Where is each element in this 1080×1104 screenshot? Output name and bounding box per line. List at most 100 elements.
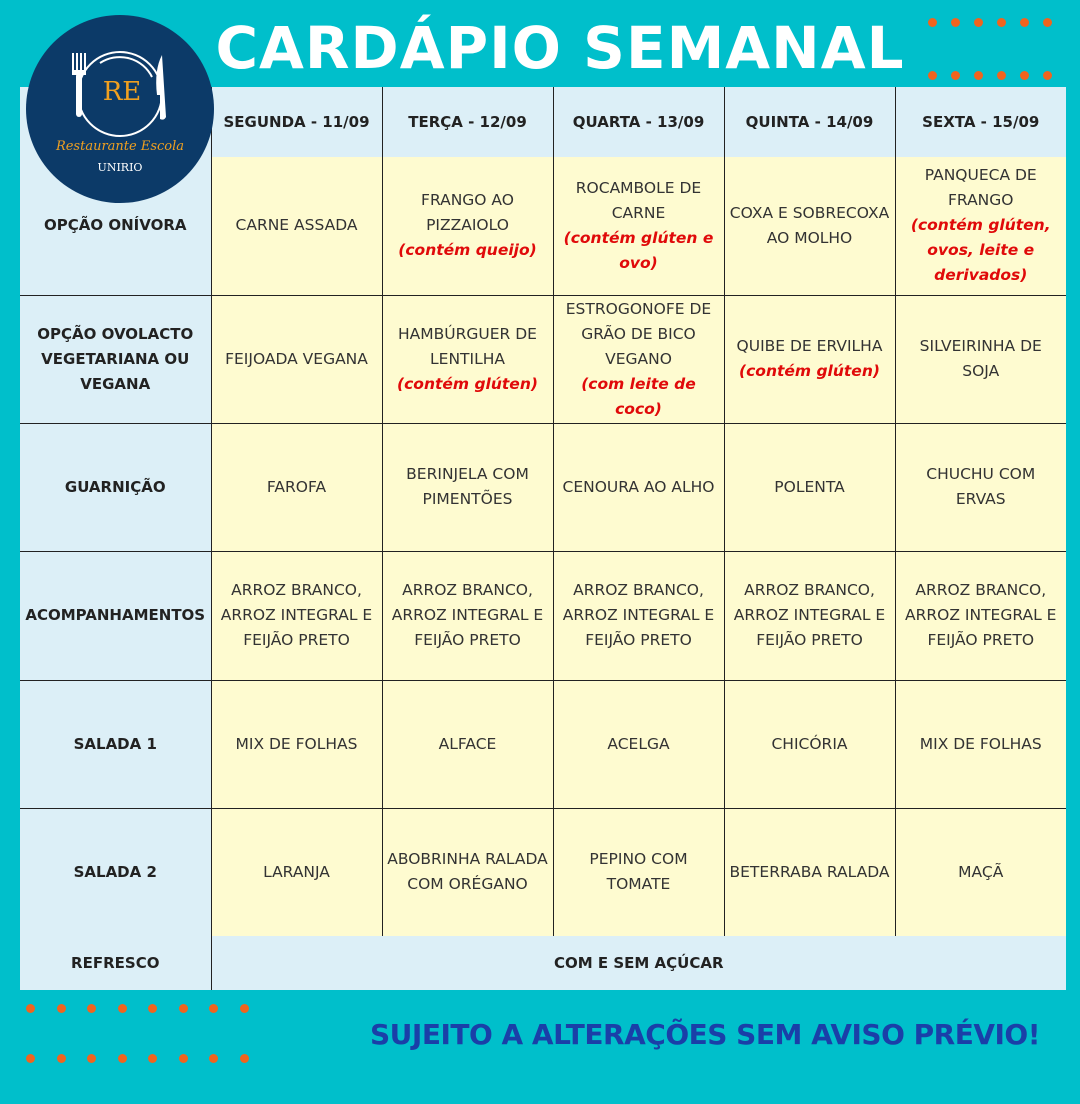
menu-cell: CARNE ASSADA bbox=[210, 157, 383, 296]
menu-cell: FRANGO AO PIZZAIOLO (contém queijo) bbox=[381, 157, 554, 296]
allergen-note: (contém glúten) bbox=[397, 374, 538, 393]
decorative-dot bbox=[928, 71, 937, 80]
menu-cell: BETERRABA RALADA bbox=[723, 807, 896, 936]
allergen-note: (contém glúten e ovo) bbox=[563, 228, 714, 272]
day-header: TERÇA - 12/09 bbox=[381, 87, 554, 157]
decorative-dot bbox=[997, 18, 1006, 27]
dish-name: COXA E SOBRECOXA AO MOLHO bbox=[729, 203, 890, 247]
menu-row: GUARNIÇÃO FAROFA BERINJELA COM PIMENTÕES CE… bbox=[20, 422, 1066, 552]
dish-name: LARANJA bbox=[263, 862, 330, 881]
row-label: SALADA 2 bbox=[20, 807, 212, 936]
disclaimer: SUJEITO A ALTERAÇÕES SEM AVISO PRÉVIO! bbox=[370, 1018, 1041, 1051]
dish-name: QUIBE DE ERVILHA bbox=[736, 337, 883, 355]
decorative-dot bbox=[178, 1004, 188, 1013]
allergen-note: (com leite de coco) bbox=[581, 374, 696, 418]
row-label: REFRESCO bbox=[20, 936, 212, 990]
dish-name: SILVEIRINHA DE SOJA bbox=[919, 337, 1042, 380]
menu-cell: SILVEIRINHA DE SOJA bbox=[894, 294, 1066, 424]
menu-cell: ARROZ BRANCO, ARROZ INTEGRAL E FEIJÃO PR… bbox=[210, 550, 383, 681]
decorative-dot bbox=[209, 1004, 218, 1013]
menu-row: SALADA 2 LARANJA ABOBRINHA RALADA COM ORÉG… bbox=[20, 807, 1066, 936]
decorative-dot bbox=[178, 1054, 188, 1063]
menu-cell: COXA E SOBRECOXA AO MOLHO bbox=[723, 157, 896, 296]
menu-cell: CHICÓRIA bbox=[723, 679, 896, 809]
dish-name: ARROZ BRANCO, ARROZ INTEGRAL E FEIJÃO PR… bbox=[562, 581, 715, 649]
dish-name: ALFACE bbox=[438, 734, 497, 753]
menu-table: SEGUNDA - 11/09 TERÇA - 12/09 QUARTA - 1… bbox=[20, 87, 1066, 990]
allergen-note: (contém glúten) bbox=[739, 362, 880, 380]
decorative-dot bbox=[239, 1054, 249, 1063]
dish-name: MIX DE FOLHAS bbox=[919, 734, 1042, 753]
day-header: SEXTA - 15/09 bbox=[894, 87, 1066, 157]
decorative-dot bbox=[239, 1004, 249, 1013]
decorative-dot bbox=[148, 1004, 157, 1013]
menu-cell: BERINJELA COM PIMENTÕES bbox=[381, 422, 554, 552]
decorative-dots-top bbox=[928, 18, 1066, 124]
decorative-dot bbox=[209, 1054, 218, 1063]
menu-cell: PANQUECA DE FRANGO (contém glúten, ovos, … bbox=[894, 157, 1066, 296]
dish-name: ROCAMBOLE DE CARNE bbox=[575, 178, 702, 222]
decorative-dot bbox=[1043, 71, 1052, 80]
decorative-dot bbox=[26, 1004, 35, 1013]
row-label: OPÇÃO OVOLACTO VEGETARIANA OU VEGANA bbox=[20, 294, 212, 424]
decorative-dot bbox=[951, 18, 960, 27]
menu-row: OPÇÃO OVOLACTO VEGETARIANA OU VEGANA FEIJ… bbox=[20, 294, 1066, 424]
dish-name: ACELGA bbox=[607, 734, 670, 753]
menu-row: ACOMPANHAMENTOS ARROZ BRANCO, ARROZ INTEG… bbox=[20, 550, 1066, 681]
dish-name: MIX DE FOLHAS bbox=[235, 734, 358, 753]
dish-name: ARROZ BRANCO, ARROZ INTEGRAL E FEIJÃO PR… bbox=[905, 581, 1057, 649]
allergen-note: (contém queijo) bbox=[398, 241, 537, 260]
decorative-dot bbox=[1043, 18, 1052, 27]
day-header: QUARTA - 13/09 bbox=[552, 87, 725, 157]
dish-name: ARROZ BRANCO, ARROZ INTEGRAL E FEIJÃO PR… bbox=[220, 581, 373, 649]
menu-cell: ARROZ BRANCO, ARROZ INTEGRAL E FEIJÃO PR… bbox=[381, 550, 554, 681]
menu-row: SALADA 1 MIX DE FOLHAS ALFACE ACELGA CHICÓRI… bbox=[20, 679, 1066, 809]
row-label: GUARNIÇÃO bbox=[20, 422, 212, 552]
menu-cell: LARANJA bbox=[210, 807, 383, 936]
dish-name: PEPINO COM TOMATE bbox=[589, 850, 688, 894]
menu-cell: ARROZ BRANCO, ARROZ INTEGRAL E FEIJÃO PR… bbox=[894, 550, 1066, 681]
decorative-dot bbox=[117, 1004, 127, 1013]
logo-initials: RE bbox=[102, 77, 142, 107]
decorative-dot bbox=[56, 1054, 66, 1063]
dish-name: CARNE ASSADA bbox=[235, 216, 358, 235]
decorative-dot bbox=[928, 18, 937, 27]
decorative-dot bbox=[87, 1054, 96, 1063]
decorative-dot bbox=[26, 1054, 35, 1063]
dish-name: PANQUECA DE FRANGO bbox=[924, 166, 1037, 210]
menu-cell: ACELGA bbox=[552, 679, 725, 809]
dish-name: FRANGO AO PIZZAIOLO bbox=[421, 191, 514, 235]
decorative-dot bbox=[997, 71, 1006, 80]
menu-cell: ARROZ BRANCO, ARROZ INTEGRAL E FEIJÃO PR… bbox=[723, 550, 896, 681]
menu-cell: HAMBÚRGUER DE LENTILHA (contém glúten) bbox=[381, 294, 554, 424]
decorative-dot bbox=[974, 71, 983, 80]
allergen-note: (contém glúten, ovos, leite e derivados) bbox=[910, 216, 1051, 285]
decorative-dot bbox=[117, 1054, 127, 1063]
dish-name: BERINJELA COM PIMENTÕES bbox=[406, 465, 529, 508]
decorative-dot bbox=[148, 1054, 157, 1063]
menu-cell: ROCAMBOLE DE CARNE (contém glúten e ovo) bbox=[552, 157, 725, 296]
logo-institution: UNIRIO bbox=[97, 161, 143, 174]
menu-cell: PEPINO COM TOMATE bbox=[552, 807, 725, 936]
menu-row: OPÇÃO ONÍVORA CARNE ASSADA FRANGO AO PIZZA… bbox=[20, 157, 1066, 296]
decorative-dot bbox=[974, 18, 983, 27]
dish-name: POLENTA bbox=[774, 477, 845, 496]
menu-cell: MIX DE FOLHAS bbox=[210, 679, 383, 809]
menu-cell: CHUCHU COM ERVAS bbox=[894, 422, 1066, 552]
decorative-dot bbox=[951, 71, 960, 80]
menu-cell: ARROZ BRANCO, ARROZ INTEGRAL E FEIJÃO PR… bbox=[552, 550, 725, 681]
dish-name: FEIJOADA VEGANA bbox=[225, 349, 368, 368]
day-header: QUINTA - 14/09 bbox=[723, 87, 896, 157]
menu-cell: MAÇÃ bbox=[894, 807, 1066, 936]
row-label: ACOMPANHAMENTOS bbox=[20, 550, 212, 681]
dish-name: CENOURA AO ALHO bbox=[562, 477, 715, 496]
plate-cutlery-icon bbox=[72, 51, 166, 137]
day-header: SEGUNDA - 11/09 bbox=[210, 87, 383, 157]
menu-cell: ESTROGONOFE DE GRÃO DE BICO VEGANO (com l… bbox=[552, 294, 725, 424]
dish-name: ABOBRINHA RALADA COM ORÉGANO bbox=[387, 850, 548, 894]
decorative-dot bbox=[1020, 18, 1029, 27]
menu-cell: ALFACE bbox=[381, 679, 554, 809]
menu-cell: CENOURA AO ALHO bbox=[552, 422, 725, 552]
dish-name: HAMBÚRGUER DE LENTILHA bbox=[398, 324, 537, 368]
logo-name: Restaurante Escola bbox=[55, 139, 185, 154]
